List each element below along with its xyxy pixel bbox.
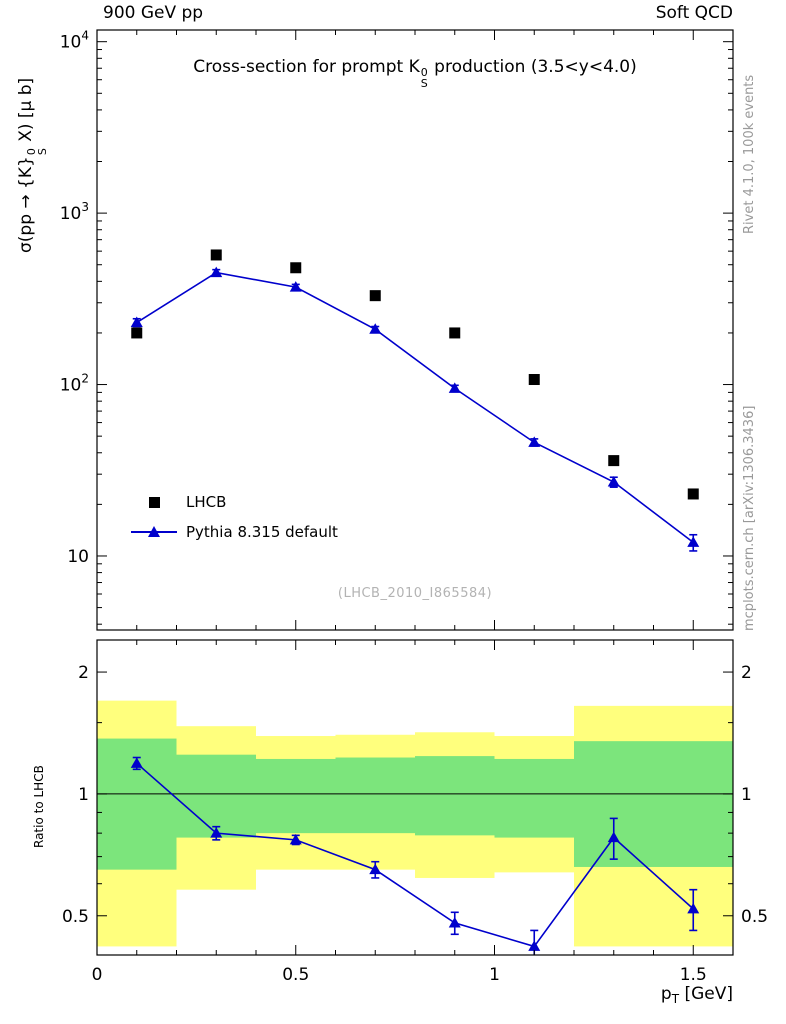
- legend: LHCB Pythia 8.315 default: [128, 487, 338, 547]
- process-group-label: Soft QCD: [655, 3, 733, 23]
- square-marker-icon: [148, 496, 160, 508]
- svg-text:103: 103: [60, 200, 89, 224]
- plot-title-suffix: production (3.5<y<4.0): [428, 57, 637, 77]
- legend-label-pythia: Pythia 8.315 default: [186, 523, 338, 541]
- plot-title-text: Cross-section for prompt K: [193, 57, 420, 77]
- svg-text:1: 1: [78, 785, 89, 805]
- rivet-version-note: Rivet 4.1.0, 100k events: [742, 74, 757, 234]
- y-axis-label: σ(pp → {K} 0 S X) [μ b]: [16, 77, 49, 253]
- kaon-subscript: S: [36, 148, 49, 156]
- x-axis-label-text: p: [660, 984, 672, 1004]
- svg-text:0.5: 0.5: [741, 907, 768, 927]
- kaon-subscript: S: [420, 77, 428, 90]
- x-axis-label-suffix: [GeV]: [679, 984, 733, 1004]
- lhcb-marker-cell: [128, 487, 180, 517]
- analysis-id-watermark: (LHCB_2010_I865584): [337, 586, 493, 601]
- svg-text:2: 2: [741, 663, 752, 683]
- svg-text:104: 104: [60, 29, 89, 53]
- kaon-superscript: 0: [420, 66, 428, 79]
- svg-text:0: 0: [92, 965, 103, 985]
- triangle-marker-icon: [147, 526, 160, 537]
- svg-text:2: 2: [78, 663, 89, 683]
- svg-text:1: 1: [489, 965, 500, 985]
- pt-subscript: T: [671, 992, 680, 1006]
- svg-text:0.5: 0.5: [282, 965, 309, 985]
- legend-item-lhcb: LHCB: [128, 487, 338, 517]
- svg-text:1.5: 1.5: [680, 965, 707, 985]
- beam-energy-label: 900 GeV pp: [103, 3, 204, 23]
- svg-text:102: 102: [60, 372, 89, 396]
- y-axis-label-text: σ(pp → {K}: [16, 156, 36, 253]
- svg-text:10: 10: [67, 547, 89, 567]
- svg-text:0.5: 0.5: [62, 907, 89, 927]
- y-axis-label-suffix: X) [μ b]: [16, 77, 36, 148]
- pythia-marker-cell: [128, 517, 180, 547]
- x-axis-label: pT [GeV]: [661, 984, 733, 1006]
- svg-text:1: 1: [741, 785, 752, 805]
- legend-label-lhcb: LHCB: [186, 493, 227, 511]
- ratio-axis-label: Ratio to LHCB: [32, 765, 46, 848]
- legend-item-pythia: Pythia 8.315 default: [128, 517, 338, 547]
- mcplots-reference-note: mcplots.cern.ch [arXiv:1306.3436]: [742, 405, 757, 631]
